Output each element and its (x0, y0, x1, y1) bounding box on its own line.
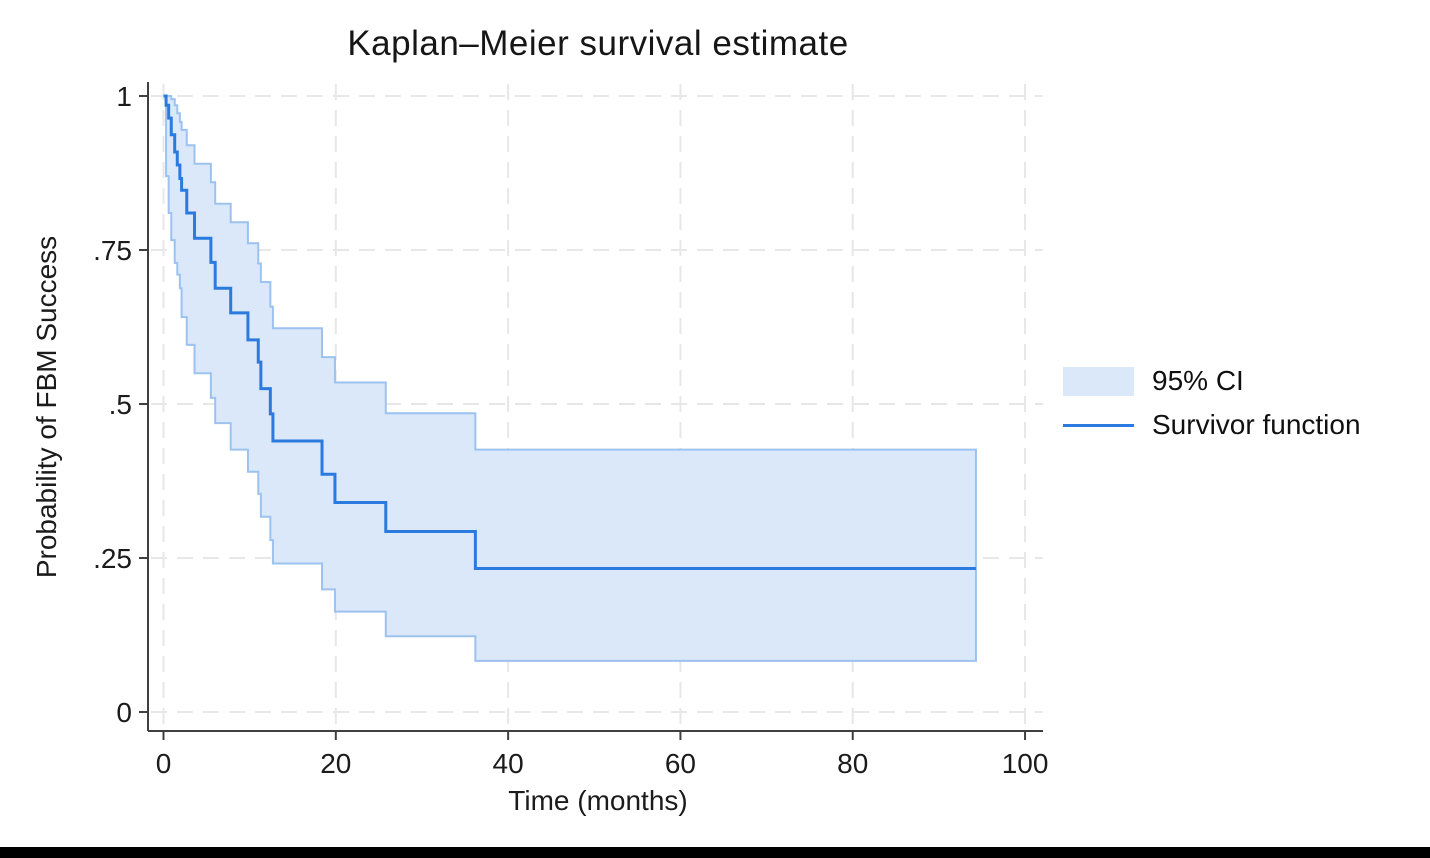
survivor-step-line (163, 94, 976, 570)
x-tick-label: 0 (156, 748, 172, 779)
y-tick-label: 1 (116, 81, 132, 112)
survivor-line-swatch (1063, 423, 1134, 427)
x-tick-label: 60 (665, 748, 696, 779)
x-tick-label: 100 (1002, 748, 1049, 779)
legend-label-ci: 95% CI (1152, 365, 1244, 396)
bottom-black-bar (0, 847, 1430, 858)
ci-band (163, 95, 977, 662)
legend-label-survivor: Survivor function (1152, 409, 1361, 440)
ci-band-swatch (1063, 366, 1134, 396)
y-tick-label: .25 (93, 543, 132, 574)
x-tick-label: 40 (493, 748, 524, 779)
x-axis-label: Time (months) (508, 785, 688, 816)
x-tick-label: 80 (837, 748, 868, 779)
legend: 95% CI Survivor function (1063, 365, 1361, 454)
chart-title: Kaplan–Meier survival estimate (347, 24, 849, 63)
y-tick-label: 0 (116, 697, 132, 728)
legend-item-survivor: Survivor function (1063, 409, 1361, 440)
y-tick-label: .75 (93, 235, 132, 266)
y-tick-label: .5 (109, 389, 132, 420)
y-axis-label: Probability of FBM Success (31, 235, 62, 579)
legend-item-ci: 95% CI (1063, 365, 1361, 396)
x-tick-label: 20 (320, 748, 351, 779)
